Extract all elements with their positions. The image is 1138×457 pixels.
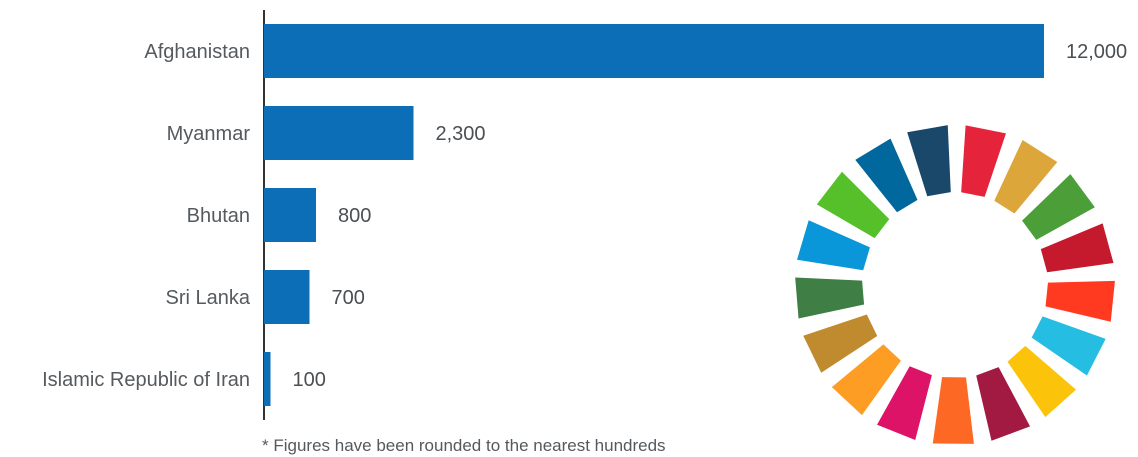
wheel-segment	[976, 367, 1031, 441]
wheel-segment	[797, 220, 870, 271]
data-label: 100	[293, 369, 326, 391]
bar	[264, 352, 271, 406]
wheel-segment	[932, 377, 974, 444]
bar	[264, 24, 1044, 78]
wheel-segment	[1040, 223, 1114, 273]
wheel-segment	[1007, 345, 1077, 418]
footnote: * Figures have been rounded to the neare…	[262, 436, 666, 455]
category-label: Myanmar	[167, 123, 251, 145]
wheel-segment	[907, 125, 951, 197]
wheel-segment	[1022, 174, 1095, 240]
wheel-segment	[831, 344, 901, 416]
bar	[264, 188, 316, 242]
data-label: 800	[338, 205, 371, 227]
sdg-color-wheel	[795, 125, 1115, 444]
wheel-segment	[877, 366, 932, 440]
wheel-segment	[1045, 280, 1115, 322]
wheel-segment	[803, 314, 878, 373]
category-label: Bhutan	[187, 205, 250, 227]
data-label: 700	[332, 287, 365, 309]
wheel-segment	[816, 171, 890, 239]
bar	[264, 270, 310, 324]
data-label: 12,000	[1066, 41, 1127, 63]
category-label: Sri Lanka	[166, 287, 251, 309]
wheel-segment	[961, 125, 1006, 197]
category-label: Islamic Republic of Iran	[42, 369, 250, 391]
data-label: 2,300	[436, 123, 486, 145]
category-label: Afghanistan	[144, 41, 250, 63]
wheel-segment	[795, 277, 865, 319]
bar	[264, 106, 414, 160]
wheel-segment	[855, 138, 918, 213]
wheel-segment	[994, 139, 1058, 214]
wheel-segment	[1031, 316, 1106, 376]
